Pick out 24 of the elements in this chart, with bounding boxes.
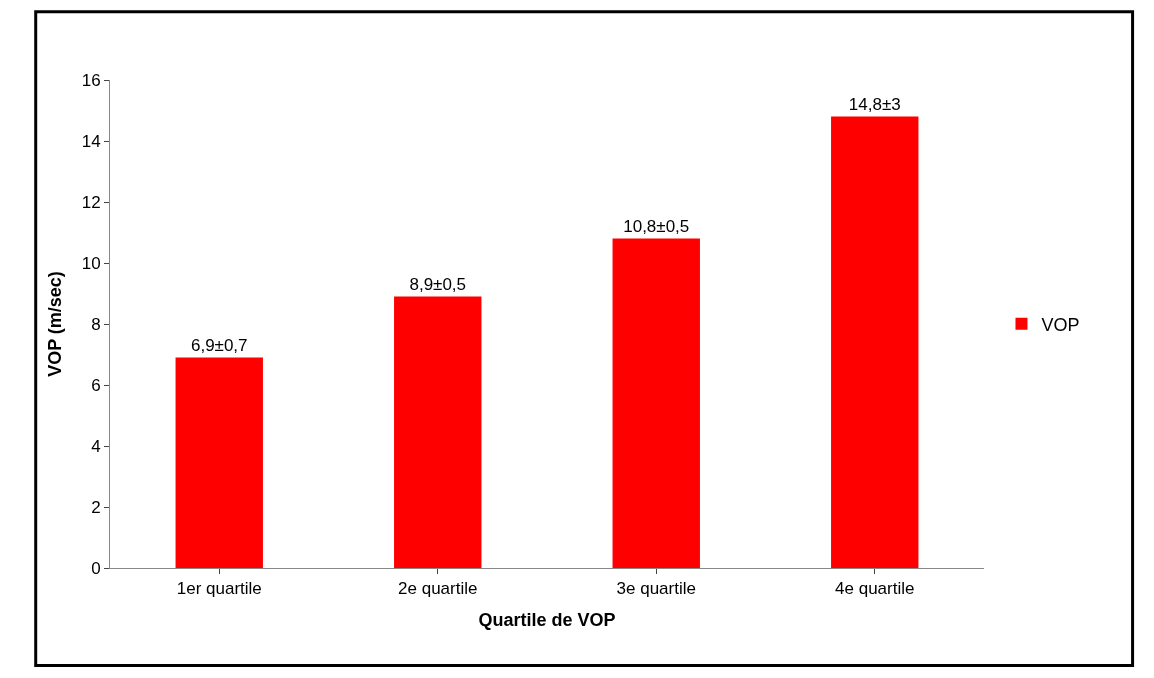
bar bbox=[612, 238, 700, 568]
y-tick-label: 2 bbox=[91, 497, 101, 517]
y-tick-label: 8 bbox=[91, 314, 101, 334]
legend-label: VOP bbox=[1041, 314, 1080, 335]
x-tick-label: 2e quartile bbox=[398, 579, 478, 599]
bar bbox=[175, 357, 263, 568]
x-tick-label: 1er quartile bbox=[176, 579, 262, 599]
y-tick-label: 0 bbox=[91, 558, 101, 578]
x-tick-label: 3e quartile bbox=[616, 579, 696, 599]
bar bbox=[394, 296, 482, 568]
y-axis-title: VOP (m/sec) bbox=[44, 271, 65, 377]
y-tick-label: 10 bbox=[81, 253, 101, 273]
y-tick-label: 14 bbox=[81, 131, 101, 151]
data-label: 14,8±3 bbox=[848, 94, 901, 114]
data-label: 8,9±0,5 bbox=[409, 274, 467, 294]
x-axis-title: Quartile de VOP bbox=[478, 609, 616, 630]
x-tick-label: 4e quartile bbox=[835, 579, 915, 599]
y-tick-label: 4 bbox=[91, 436, 101, 456]
y-tick-label: 12 bbox=[81, 192, 101, 212]
y-tick-label: 16 bbox=[81, 70, 101, 90]
y-tick-label: 6 bbox=[91, 375, 101, 395]
bar bbox=[831, 116, 919, 568]
data-label: 10,8±0,5 bbox=[623, 216, 690, 236]
data-label: 6,9±0,7 bbox=[190, 335, 248, 355]
